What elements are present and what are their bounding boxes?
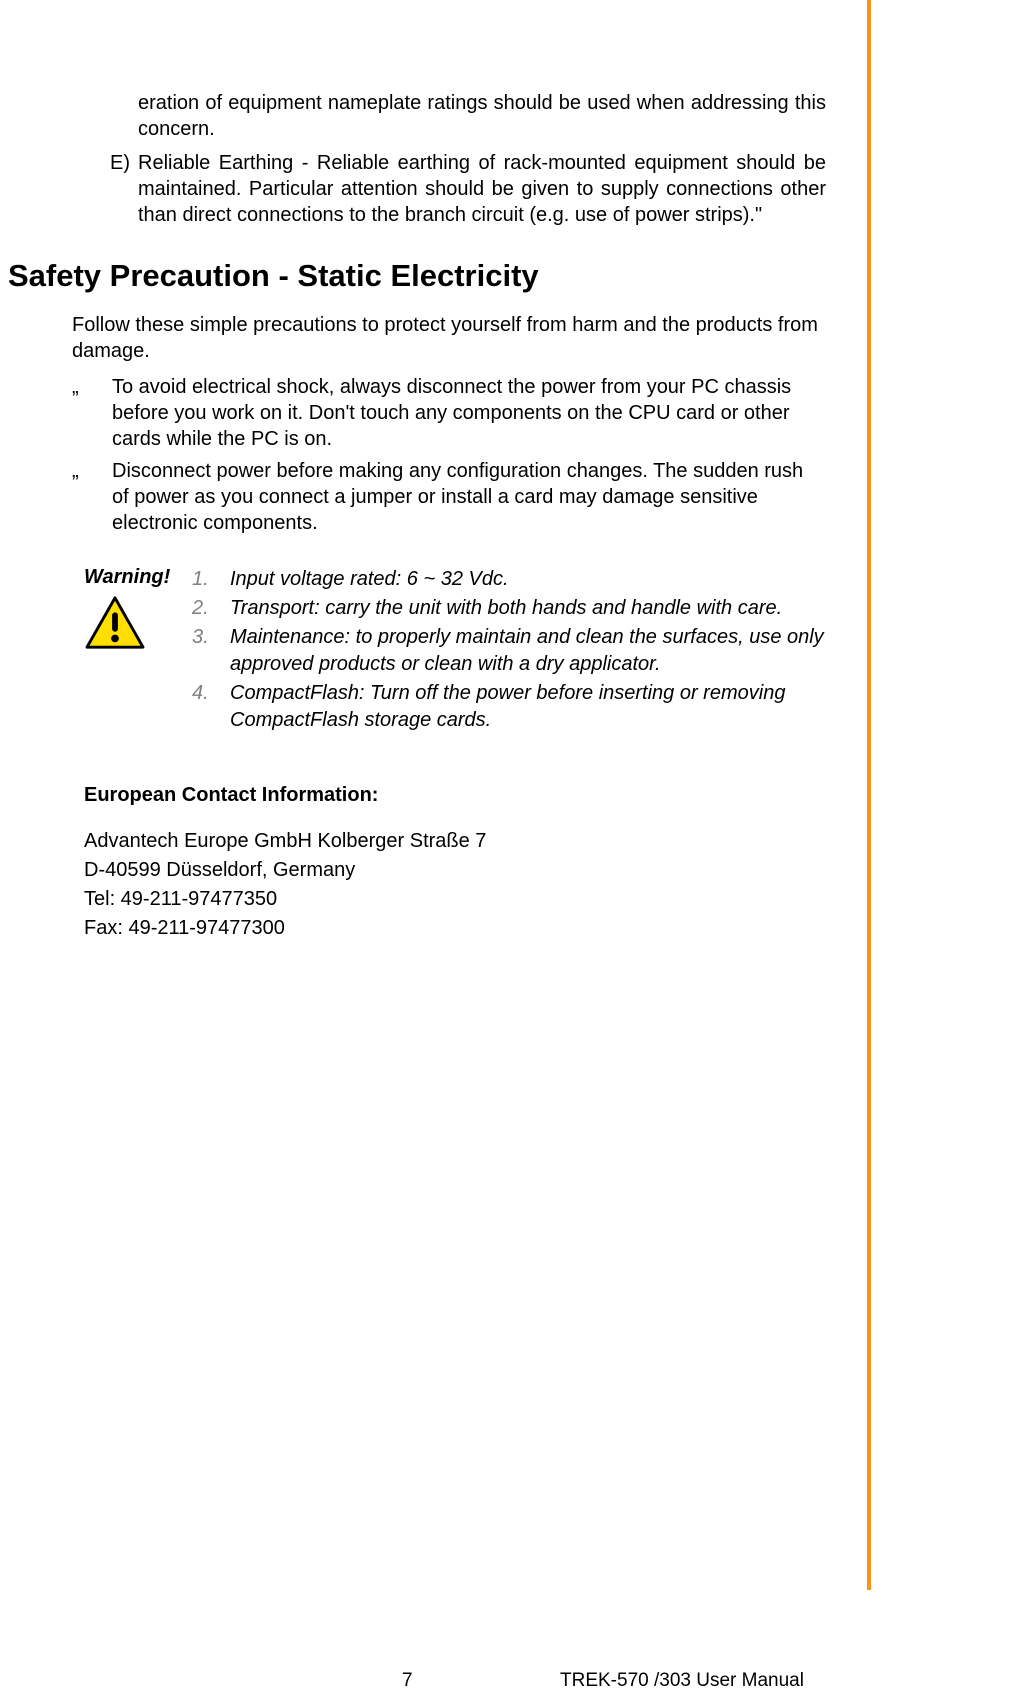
warning-list: 1. Input voltage rated: 6 ~ 32 Vdc. 2. T… <box>192 566 844 736</box>
warning-triangle-icon <box>84 595 146 651</box>
bullet-item: „To avoid electrical shock, always disco… <box>72 374 832 452</box>
bullet-item: „Disconnect power before making any conf… <box>72 458 832 536</box>
contact-heading: European Contact Information: <box>84 784 860 807</box>
bullet-text: To avoid electrical shock, always discon… <box>112 374 824 452</box>
warning-item-number: 2. <box>192 595 230 622</box>
section-heading: Safety Precaution - Static Electricity <box>8 258 860 294</box>
warning-item: 1. Input voltage rated: 6 ~ 32 Vdc. <box>192 566 844 593</box>
page-content: eration of equipment nameplate ratings s… <box>0 90 860 943</box>
warning-item: 2. Transport: carry the unit with both h… <box>192 595 844 622</box>
contact-line: Advantech Europe GmbH Kolberger Straße 7 <box>84 827 860 856</box>
bullet-marker: „ <box>72 458 112 484</box>
page-number: 7 <box>402 1670 413 1692</box>
list-item-d-text: eration of equipment nameplate ratings s… <box>138 90 826 142</box>
section-intro: Follow these simple precautions to prote… <box>72 312 832 364</box>
warning-item-number: 1. <box>192 566 230 593</box>
list-item-e: E)Reliable Earthing - Reliable earthing … <box>110 150 860 228</box>
list-item-d-continuation: eration of equipment nameplate ratings s… <box>110 90 860 142</box>
warning-item: 3. Maintenance: to properly maintain and… <box>192 624 844 678</box>
page-accent-bar <box>867 0 871 1590</box>
contact-line: D-40599 Düsseldorf, Germany <box>84 856 860 885</box>
warning-item-text: Input voltage rated: 6 ~ 32 Vdc. <box>230 566 844 593</box>
list-item-e-marker: E) <box>110 150 138 176</box>
warning-item-text: Maintenance: to properly maintain and cl… <box>230 624 844 678</box>
warning-item-text: Transport: carry the unit with both hand… <box>230 595 844 622</box>
contact-line: Fax: 49-211-97477300 <box>84 914 860 943</box>
warning-item-text: CompactFlash: Turn off the power before … <box>230 680 844 734</box>
document-title: TREK-570 /303 User Manual <box>560 1670 804 1692</box>
bullet-marker: „ <box>72 374 112 400</box>
warning-item-number: 3. <box>192 624 230 678</box>
warning-item-number: 4. <box>192 680 230 734</box>
bullet-text: Disconnect power before making any confi… <box>112 458 824 536</box>
warning-label: Warning! <box>84 566 192 589</box>
list-item-e-text: Reliable Earthing - Reliable earthing of… <box>138 150 826 228</box>
contact-line: Tel: 49-211-97477350 <box>84 885 860 914</box>
warning-item: 4. CompactFlash: Turn off the power befo… <box>192 680 844 734</box>
warning-block: Warning! 1. Input voltage rated: 6 ~ 32 … <box>84 566 844 736</box>
